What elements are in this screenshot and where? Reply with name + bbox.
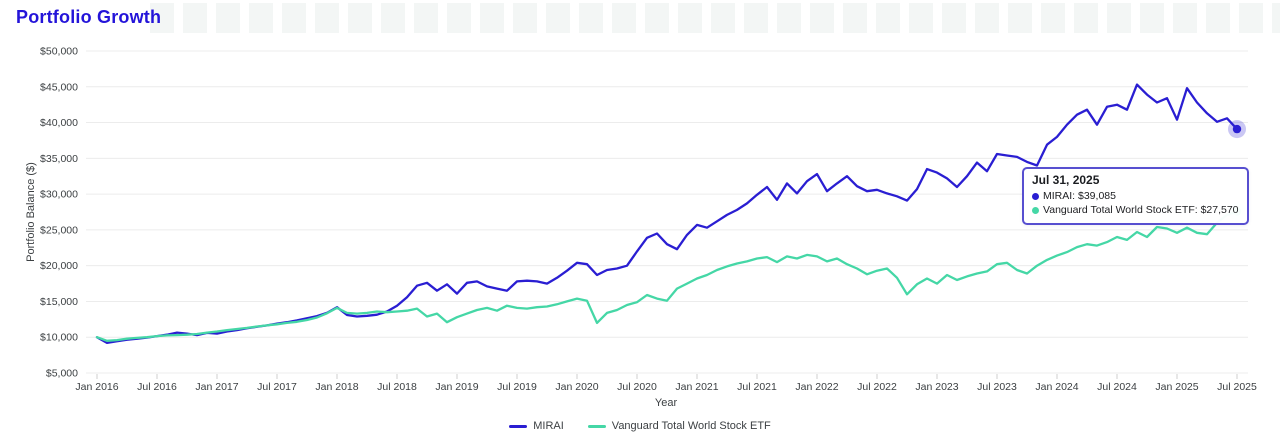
svg-text:Jan 2024: Jan 2024 xyxy=(1035,381,1078,393)
chart-legend: MIRAI Vanguard Total World Stock ETF xyxy=(0,420,1280,432)
svg-text:$40,000: $40,000 xyxy=(40,117,78,129)
svg-text:Jul 2025: Jul 2025 xyxy=(1217,381,1257,393)
svg-text:Jan 2021: Jan 2021 xyxy=(675,381,718,393)
svg-text:$20,000: $20,000 xyxy=(40,260,78,272)
legend-item-mirai[interactable]: MIRAI xyxy=(509,420,564,432)
svg-text:Jul 2023: Jul 2023 xyxy=(977,381,1017,393)
svg-text:Jul 2016: Jul 2016 xyxy=(137,381,177,393)
svg-text:Jul 2020: Jul 2020 xyxy=(617,381,657,393)
legend-item-vanguard[interactable]: Vanguard Total World Stock ETF xyxy=(587,420,771,432)
background-watermark-pattern xyxy=(150,3,1280,33)
svg-text:Jan 2017: Jan 2017 xyxy=(195,381,238,393)
tooltip-date: Jul 31, 2025 xyxy=(1032,173,1100,187)
svg-text:Jan 2020: Jan 2020 xyxy=(555,381,598,393)
svg-text:$25,000: $25,000 xyxy=(40,224,78,236)
svg-text:$30,000: $30,000 xyxy=(40,189,78,201)
svg-text:Jul 2019: Jul 2019 xyxy=(497,381,537,393)
svg-text:$45,000: $45,000 xyxy=(40,81,78,93)
legend-label-vanguard: Vanguard Total World Stock ETF xyxy=(611,420,771,432)
y-axis-title: Portfolio Balance ($) xyxy=(25,162,37,262)
svg-text:$15,000: $15,000 xyxy=(40,296,78,308)
tooltip-row-vanguard: Vanguard Total World Stock ETF: $27,570 xyxy=(1032,203,1239,217)
svg-text:Jan 2022: Jan 2022 xyxy=(795,381,838,393)
tooltip-row-mirai: MIRAI: $39,085 xyxy=(1032,189,1239,203)
vanguard-line-swatch-icon xyxy=(587,424,606,428)
svg-text:Jan 2023: Jan 2023 xyxy=(915,381,958,393)
mirai-line-swatch-icon xyxy=(509,424,528,428)
svg-text:Jan 2019: Jan 2019 xyxy=(435,381,478,393)
svg-text:Jan 2016: Jan 2016 xyxy=(75,381,118,393)
x-axis-title: Year xyxy=(655,397,678,409)
svg-text:Jul 2017: Jul 2017 xyxy=(257,381,297,393)
legend-label-mirai: MIRAI xyxy=(533,420,564,432)
svg-text:Jul 2022: Jul 2022 xyxy=(857,381,897,393)
page-title: Portfolio Growth xyxy=(16,7,162,27)
svg-text:Jan 2025: Jan 2025 xyxy=(1155,381,1198,393)
svg-text:$50,000: $50,000 xyxy=(40,46,78,58)
svg-text:Jul 2021: Jul 2021 xyxy=(737,381,777,393)
svg-text:$35,000: $35,000 xyxy=(40,153,78,165)
svg-text:$5,000: $5,000 xyxy=(46,368,78,380)
chart-tooltip: Jul 31, 2025 MIRAI: $39,085 Vanguard Tot… xyxy=(1022,167,1249,226)
svg-text:Jan 2018: Jan 2018 xyxy=(315,381,358,393)
svg-text:$10,000: $10,000 xyxy=(40,332,78,344)
mirai-bullet-icon xyxy=(1032,192,1039,200)
svg-text:Jul 2024: Jul 2024 xyxy=(1097,381,1137,393)
svg-text:Jul 2018: Jul 2018 xyxy=(377,381,417,393)
tooltip-vanguard-value: Vanguard Total World Stock ETF: $27,570 xyxy=(1043,204,1239,217)
vanguard-bullet-icon xyxy=(1032,206,1039,214)
gridlines-and-axis-labels: $5,000 $10,000 $15,000 $20,000 $25,000 $30,00… xyxy=(40,46,1257,394)
tooltip-mirai-value: MIRAI: $39,085 xyxy=(1043,190,1116,202)
